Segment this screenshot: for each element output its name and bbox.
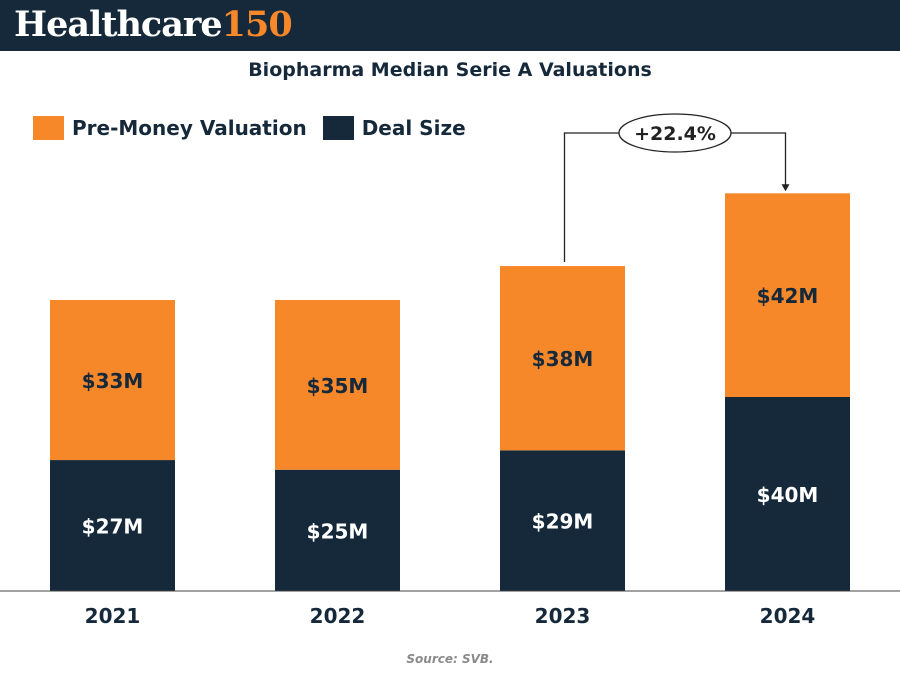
bar-pre-money-valuation-2022	[275, 300, 400, 470]
data-label-deal-size-2022: $25M	[307, 519, 369, 543]
data-label-pre-money-valuation-2024: $42M	[757, 284, 819, 308]
legend-label-pre-money: Pre-Money Valuation	[72, 116, 307, 140]
legend-item-pre-money: Pre-Money Valuation	[33, 116, 307, 140]
chart-title: Biopharma Median Serie A Valuations	[248, 59, 652, 81]
annotation-arrowhead	[781, 184, 790, 192]
bar-pre-money-valuation-2021	[50, 300, 175, 461]
source-note: Source: SVB.	[406, 652, 494, 666]
bar-pre-money-valuation-2024	[725, 193, 850, 397]
x-tick-label-2022: 2022	[310, 604, 366, 628]
bar-deal-size-2024	[725, 397, 850, 591]
legend-swatch-pre-money	[33, 116, 64, 140]
brand-logo-number: 150	[221, 4, 293, 45]
bar-deal-size-2021	[50, 460, 175, 591]
x-tick-label-2021: 2021	[85, 604, 141, 628]
legend-item-deal-size: Deal Size	[322, 116, 466, 140]
legend-label-deal-size: Deal Size	[361, 116, 466, 140]
bar-pre-money-valuation-2023	[500, 266, 625, 451]
header-bar: Healthcare150	[0, 0, 900, 51]
data-label-deal-size-2021: $27M	[82, 515, 144, 539]
data-label-deal-size-2024: $40M	[757, 483, 819, 507]
x-tick-label-2024: 2024	[760, 604, 816, 628]
data-label-pre-money-valuation-2022: $35M	[307, 374, 369, 398]
bar-deal-size-2023	[500, 450, 625, 591]
chart-legend: Pre-Money Valuation Deal Size	[33, 116, 482, 140]
brand-logo-word: Healthcare	[14, 4, 223, 45]
data-label-deal-size-2023: $29M	[532, 510, 594, 534]
legend-swatch-deal-size	[322, 116, 354, 140]
bar-deal-size-2022	[275, 469, 400, 591]
annotation-label: +22.4%	[634, 123, 716, 145]
annotation-bubble	[618, 113, 732, 153]
data-label-pre-money-valuation-2021: $33M	[82, 369, 144, 393]
brand-logo: Healthcare150	[14, 2, 293, 48]
data-label-pre-money-valuation-2023: $38M	[532, 347, 594, 371]
x-tick-label-2023: 2023	[535, 604, 591, 628]
